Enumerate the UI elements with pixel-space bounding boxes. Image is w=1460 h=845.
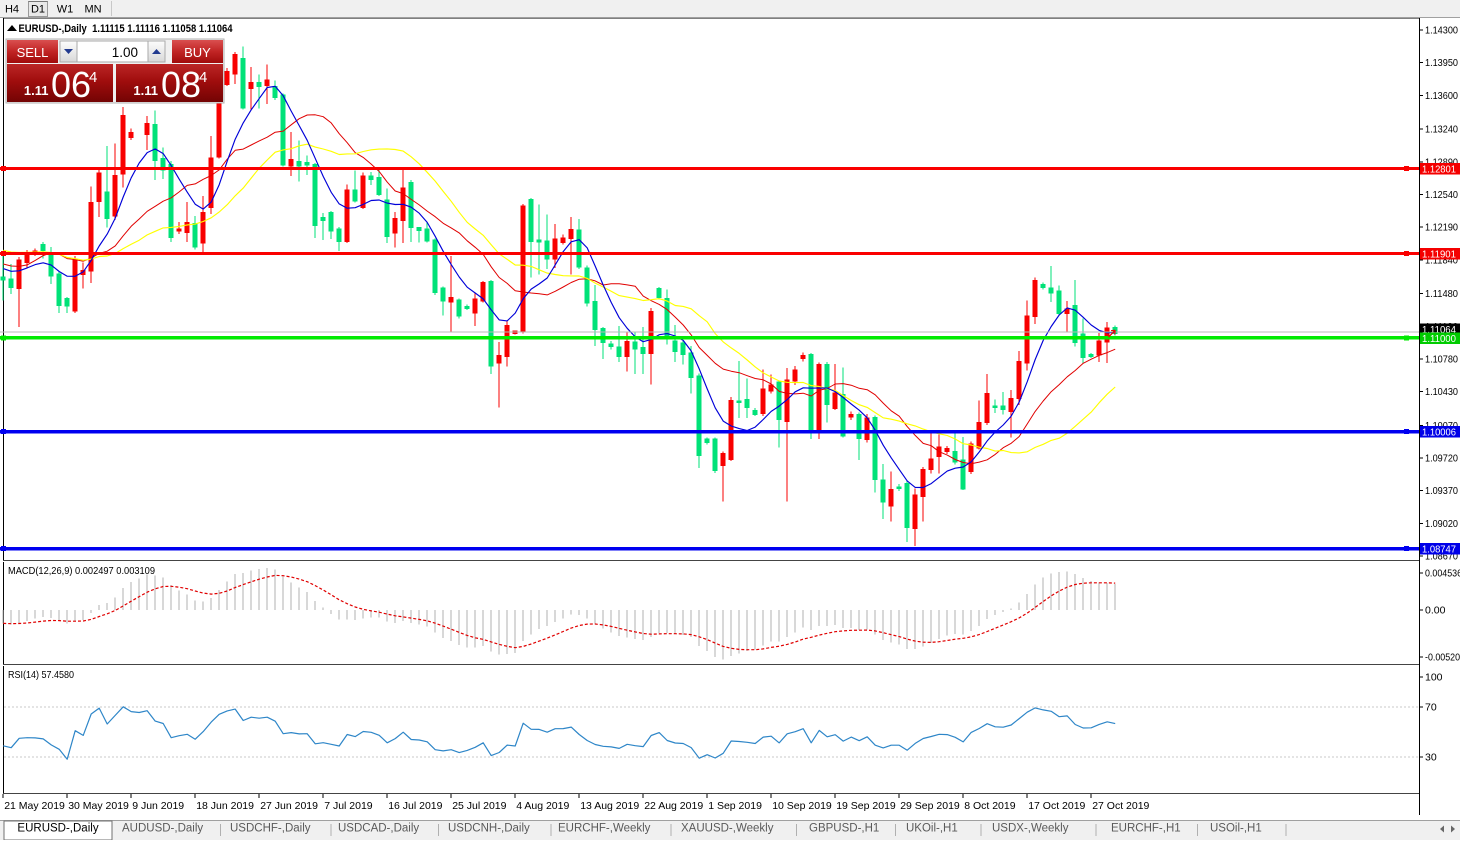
svg-text:30: 30 [1425,752,1437,764]
svg-text:GBPUSD-,H1: GBPUSD-,H1 [809,823,879,835]
svg-text:1.09020: 1.09020 [1425,518,1458,530]
svg-text:25 Jul 2019: 25 Jul 2019 [452,800,506,812]
svg-text:0.00: 0.00 [1425,605,1446,617]
svg-text:EURCHF-,Weekly: EURCHF-,Weekly [558,823,651,835]
svg-text:SELL: SELL [17,45,49,60]
svg-text:16 Jul 2019: 16 Jul 2019 [388,800,442,812]
svg-text:21 May 2019: 21 May 2019 [4,800,65,812]
svg-text:1.11901: 1.11901 [1422,248,1456,260]
svg-text:27 Jun 2019: 27 Jun 2019 [260,800,318,812]
svg-text:W1: W1 [57,4,74,16]
svg-text:100: 100 [1425,672,1443,684]
svg-text:1.10430: 1.10430 [1425,386,1458,398]
svg-text:30 May 2019: 30 May 2019 [68,800,129,812]
svg-text:1.14300: 1.14300 [1425,25,1458,37]
svg-text:4: 4 [89,69,97,86]
svg-text:H4: H4 [5,4,19,16]
svg-text:-0.005205: -0.005205 [1425,652,1460,664]
svg-text:22 Aug 2019: 22 Aug 2019 [644,800,703,812]
svg-text:19 Sep 2019: 19 Sep 2019 [836,800,896,812]
svg-text:1.09370: 1.09370 [1425,485,1458,497]
svg-text:EURUSD-,Daily: EURUSD-,Daily [17,823,98,835]
svg-text:4 Aug 2019: 4 Aug 2019 [516,800,569,812]
svg-text:BUY: BUY [184,45,211,60]
svg-text:10 Sep 2019: 10 Sep 2019 [772,800,832,812]
svg-text:13 Aug 2019: 13 Aug 2019 [580,800,639,812]
svg-text:29 Sep 2019: 29 Sep 2019 [900,800,960,812]
svg-text:1.00: 1.00 [112,45,138,60]
svg-text:XAUUSD-,Weekly: XAUUSD-,Weekly [681,823,774,835]
svg-text:1.13600: 1.13600 [1425,90,1458,102]
svg-text:08: 08 [161,64,201,105]
svg-text:0.004536: 0.004536 [1425,568,1460,580]
svg-text:USDX-,Weekly: USDX-,Weekly [992,823,1069,835]
svg-text:UKOil-,H1: UKOil-,H1 [906,823,958,835]
svg-text:1.10780: 1.10780 [1425,354,1458,366]
svg-text:1.09720: 1.09720 [1425,453,1458,465]
svg-text:USDCNH-,Daily: USDCNH-,Daily [448,823,530,835]
svg-text:EURCHF-,H1: EURCHF-,H1 [1111,823,1181,835]
svg-text:RSI(14) 57.4580: RSI(14) 57.4580 [8,669,74,681]
svg-text:1.11: 1.11 [133,83,158,98]
svg-text:06: 06 [51,64,91,105]
svg-text:4: 4 [199,69,207,86]
svg-text:7 Jul 2019: 7 Jul 2019 [324,800,373,812]
svg-text:1 Sep 2019: 1 Sep 2019 [708,800,762,812]
svg-text:EURUSD-,Daily 1.11115 1.11116: EURUSD-,Daily 1.11115 1.11116 1.11058 1.… [19,23,234,35]
svg-text:USOil-,H1: USOil-,H1 [1210,823,1262,835]
svg-text:1.11: 1.11 [24,83,49,98]
svg-text:1.12801: 1.12801 [1422,163,1456,175]
svg-text:1.12190: 1.12190 [1425,222,1458,234]
svg-text:8 Oct 2019: 8 Oct 2019 [964,800,1016,812]
svg-text:17 Oct 2019: 17 Oct 2019 [1028,800,1085,812]
svg-text:D1: D1 [31,4,45,16]
svg-text:27 Oct 2019: 27 Oct 2019 [1092,800,1149,812]
svg-text:1.12540: 1.12540 [1425,189,1458,201]
svg-text:1.10006: 1.10006 [1422,426,1456,438]
svg-text:1.08747: 1.08747 [1422,543,1456,555]
svg-text:18 Jun 2019: 18 Jun 2019 [196,800,254,812]
svg-text:9 Jun 2019: 9 Jun 2019 [132,800,184,812]
svg-text:MN: MN [84,4,101,16]
svg-text:AUDUSD-,Daily: AUDUSD-,Daily [122,823,203,835]
svg-text:70: 70 [1425,702,1437,714]
svg-text:MACD(12,26,9) 0.002497 0.00310: MACD(12,26,9) 0.002497 0.003109 [8,565,155,577]
svg-text:1.11480: 1.11480 [1425,288,1458,300]
svg-text:1.11000: 1.11000 [1422,333,1456,345]
svg-text:1.13950: 1.13950 [1425,57,1458,69]
svg-text:USDCHF-,Daily: USDCHF-,Daily [230,823,311,835]
svg-text:1.13240: 1.13240 [1425,124,1458,136]
svg-text:USDCAD-,Daily: USDCAD-,Daily [338,823,419,835]
